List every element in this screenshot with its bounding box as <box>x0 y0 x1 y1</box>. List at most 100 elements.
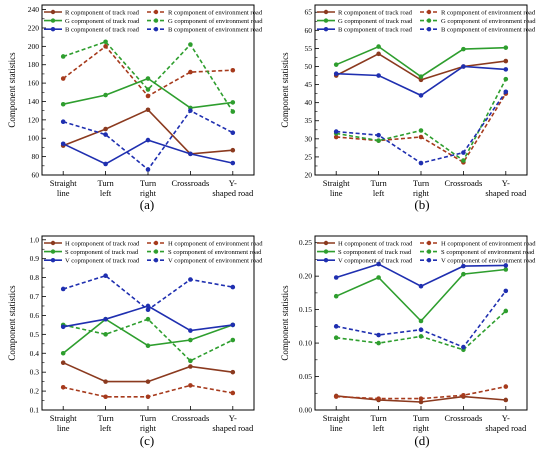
data-point <box>145 303 151 309</box>
data-point <box>503 397 509 403</box>
data-point <box>60 119 66 125</box>
x-tick-label: right <box>413 423 430 433</box>
data-point <box>503 45 509 50</box>
data-point <box>145 107 151 113</box>
legend-marker <box>323 18 329 23</box>
data-point <box>376 132 381 138</box>
legend-label: B copmponent of environment road <box>168 27 263 34</box>
y-tick-label: 0.9 <box>30 254 40 263</box>
data-point <box>376 261 381 267</box>
data-point <box>418 399 424 405</box>
data-point <box>145 87 151 92</box>
data-point <box>376 396 381 401</box>
panel-b: 20253035404550556065StraightlineTurnleft… <box>280 4 536 212</box>
x-tick-label: shaped road <box>212 188 254 198</box>
data-point <box>376 73 381 78</box>
legend-label: S copmponent of environment road <box>441 249 535 256</box>
legend-marker <box>50 18 56 23</box>
data-point <box>103 161 108 167</box>
legend-marker <box>426 18 432 23</box>
data-point <box>230 284 236 290</box>
data-point <box>503 308 509 314</box>
x-tick-label: shaped road <box>485 188 527 198</box>
data-point <box>103 39 108 45</box>
legend-marker <box>426 258 432 263</box>
data-point <box>333 335 339 341</box>
x-tick-label: left <box>373 188 385 198</box>
panel-c: 0.1 0.2 0.3 0.4 0.5 0.6 0.7 0.8 0.9 1.0 Straightli… <box>7 235 263 448</box>
data-point <box>333 394 339 399</box>
y-tick-label: 0.05 <box>299 372 312 381</box>
data-point <box>103 379 108 384</box>
series-line <box>62 318 234 354</box>
data-point <box>503 384 509 389</box>
y-tick-label: 240 <box>28 5 40 14</box>
legend-marker <box>50 258 56 263</box>
series-line <box>62 40 234 113</box>
data-point <box>60 360 66 366</box>
legend-label: B copmponent of track road <box>65 27 140 34</box>
x-tick-label: Turn <box>413 413 430 423</box>
data-point <box>103 44 108 49</box>
series-line <box>335 263 506 288</box>
data-point <box>145 137 151 143</box>
x-tick-label: Turn <box>97 178 114 188</box>
data-point <box>188 108 193 113</box>
data-point <box>230 109 236 114</box>
x-tick-label: Crossroads <box>172 178 210 188</box>
x-tick-label: Turn <box>413 178 430 188</box>
data-point <box>145 343 151 348</box>
data-point <box>60 76 66 81</box>
legend-label: R copmponent of environment road <box>441 10 536 17</box>
y-tick-label: 0.5 <box>30 330 40 339</box>
y-tick-label: 0.7 <box>30 292 40 301</box>
x-tick-label: shaped road <box>485 423 527 433</box>
data-point <box>418 334 424 339</box>
x-tick-label: Crossroads <box>445 178 483 188</box>
data-point <box>503 263 509 268</box>
data-point <box>103 394 108 400</box>
x-tick-label: Straight <box>323 178 351 188</box>
x-tick-label: line <box>330 188 343 198</box>
legend-label: V copmponent of track road <box>338 258 413 265</box>
y-tick-label: 45 <box>305 80 313 89</box>
x-tick-label: right <box>413 188 430 198</box>
legend-marker <box>323 27 329 32</box>
data-point <box>333 275 339 280</box>
y-tick-label: 35 <box>305 116 313 125</box>
legend-marker <box>50 27 56 32</box>
x-tick-label: Turn <box>140 413 157 423</box>
panel-label: (b) <box>414 197 429 212</box>
data-point <box>461 46 466 52</box>
y-tick-label: 200 <box>28 42 40 51</box>
data-point <box>230 100 236 105</box>
data-point <box>60 324 66 330</box>
x-tick-label: Turn <box>140 178 157 188</box>
legend-marker <box>426 27 432 32</box>
legend-label: H copmponent of environment road <box>441 241 536 248</box>
legend-label: G copmponent of environment road <box>168 18 263 25</box>
legend-marker <box>426 240 432 246</box>
data-point <box>103 316 108 322</box>
data-point <box>145 379 151 384</box>
y-tick-label: 0.2 <box>30 387 40 396</box>
legend-marker <box>153 240 159 246</box>
x-tick-label: Straight <box>50 178 78 188</box>
y-tick-label: 1.0 <box>30 235 40 244</box>
series-line <box>62 361 233 383</box>
legend-label: R copmponent of track road <box>65 10 140 17</box>
y-tick-label: 0.10 <box>299 339 312 348</box>
y-tick-label: 100 <box>28 134 40 143</box>
data-point <box>60 350 66 356</box>
x-tick-label: Straight <box>323 413 351 423</box>
x-tick-label: Y- <box>229 178 237 188</box>
x-tick-label: right <box>140 188 157 198</box>
y-tick-label: 0.1 <box>30 406 40 415</box>
legend-label: H copmponent of environment road <box>168 241 263 248</box>
data-point <box>60 286 66 292</box>
data-point <box>461 150 466 155</box>
data-point <box>230 147 236 153</box>
data-point <box>145 93 151 99</box>
legend-label: V copmponent of track road <box>65 258 140 265</box>
